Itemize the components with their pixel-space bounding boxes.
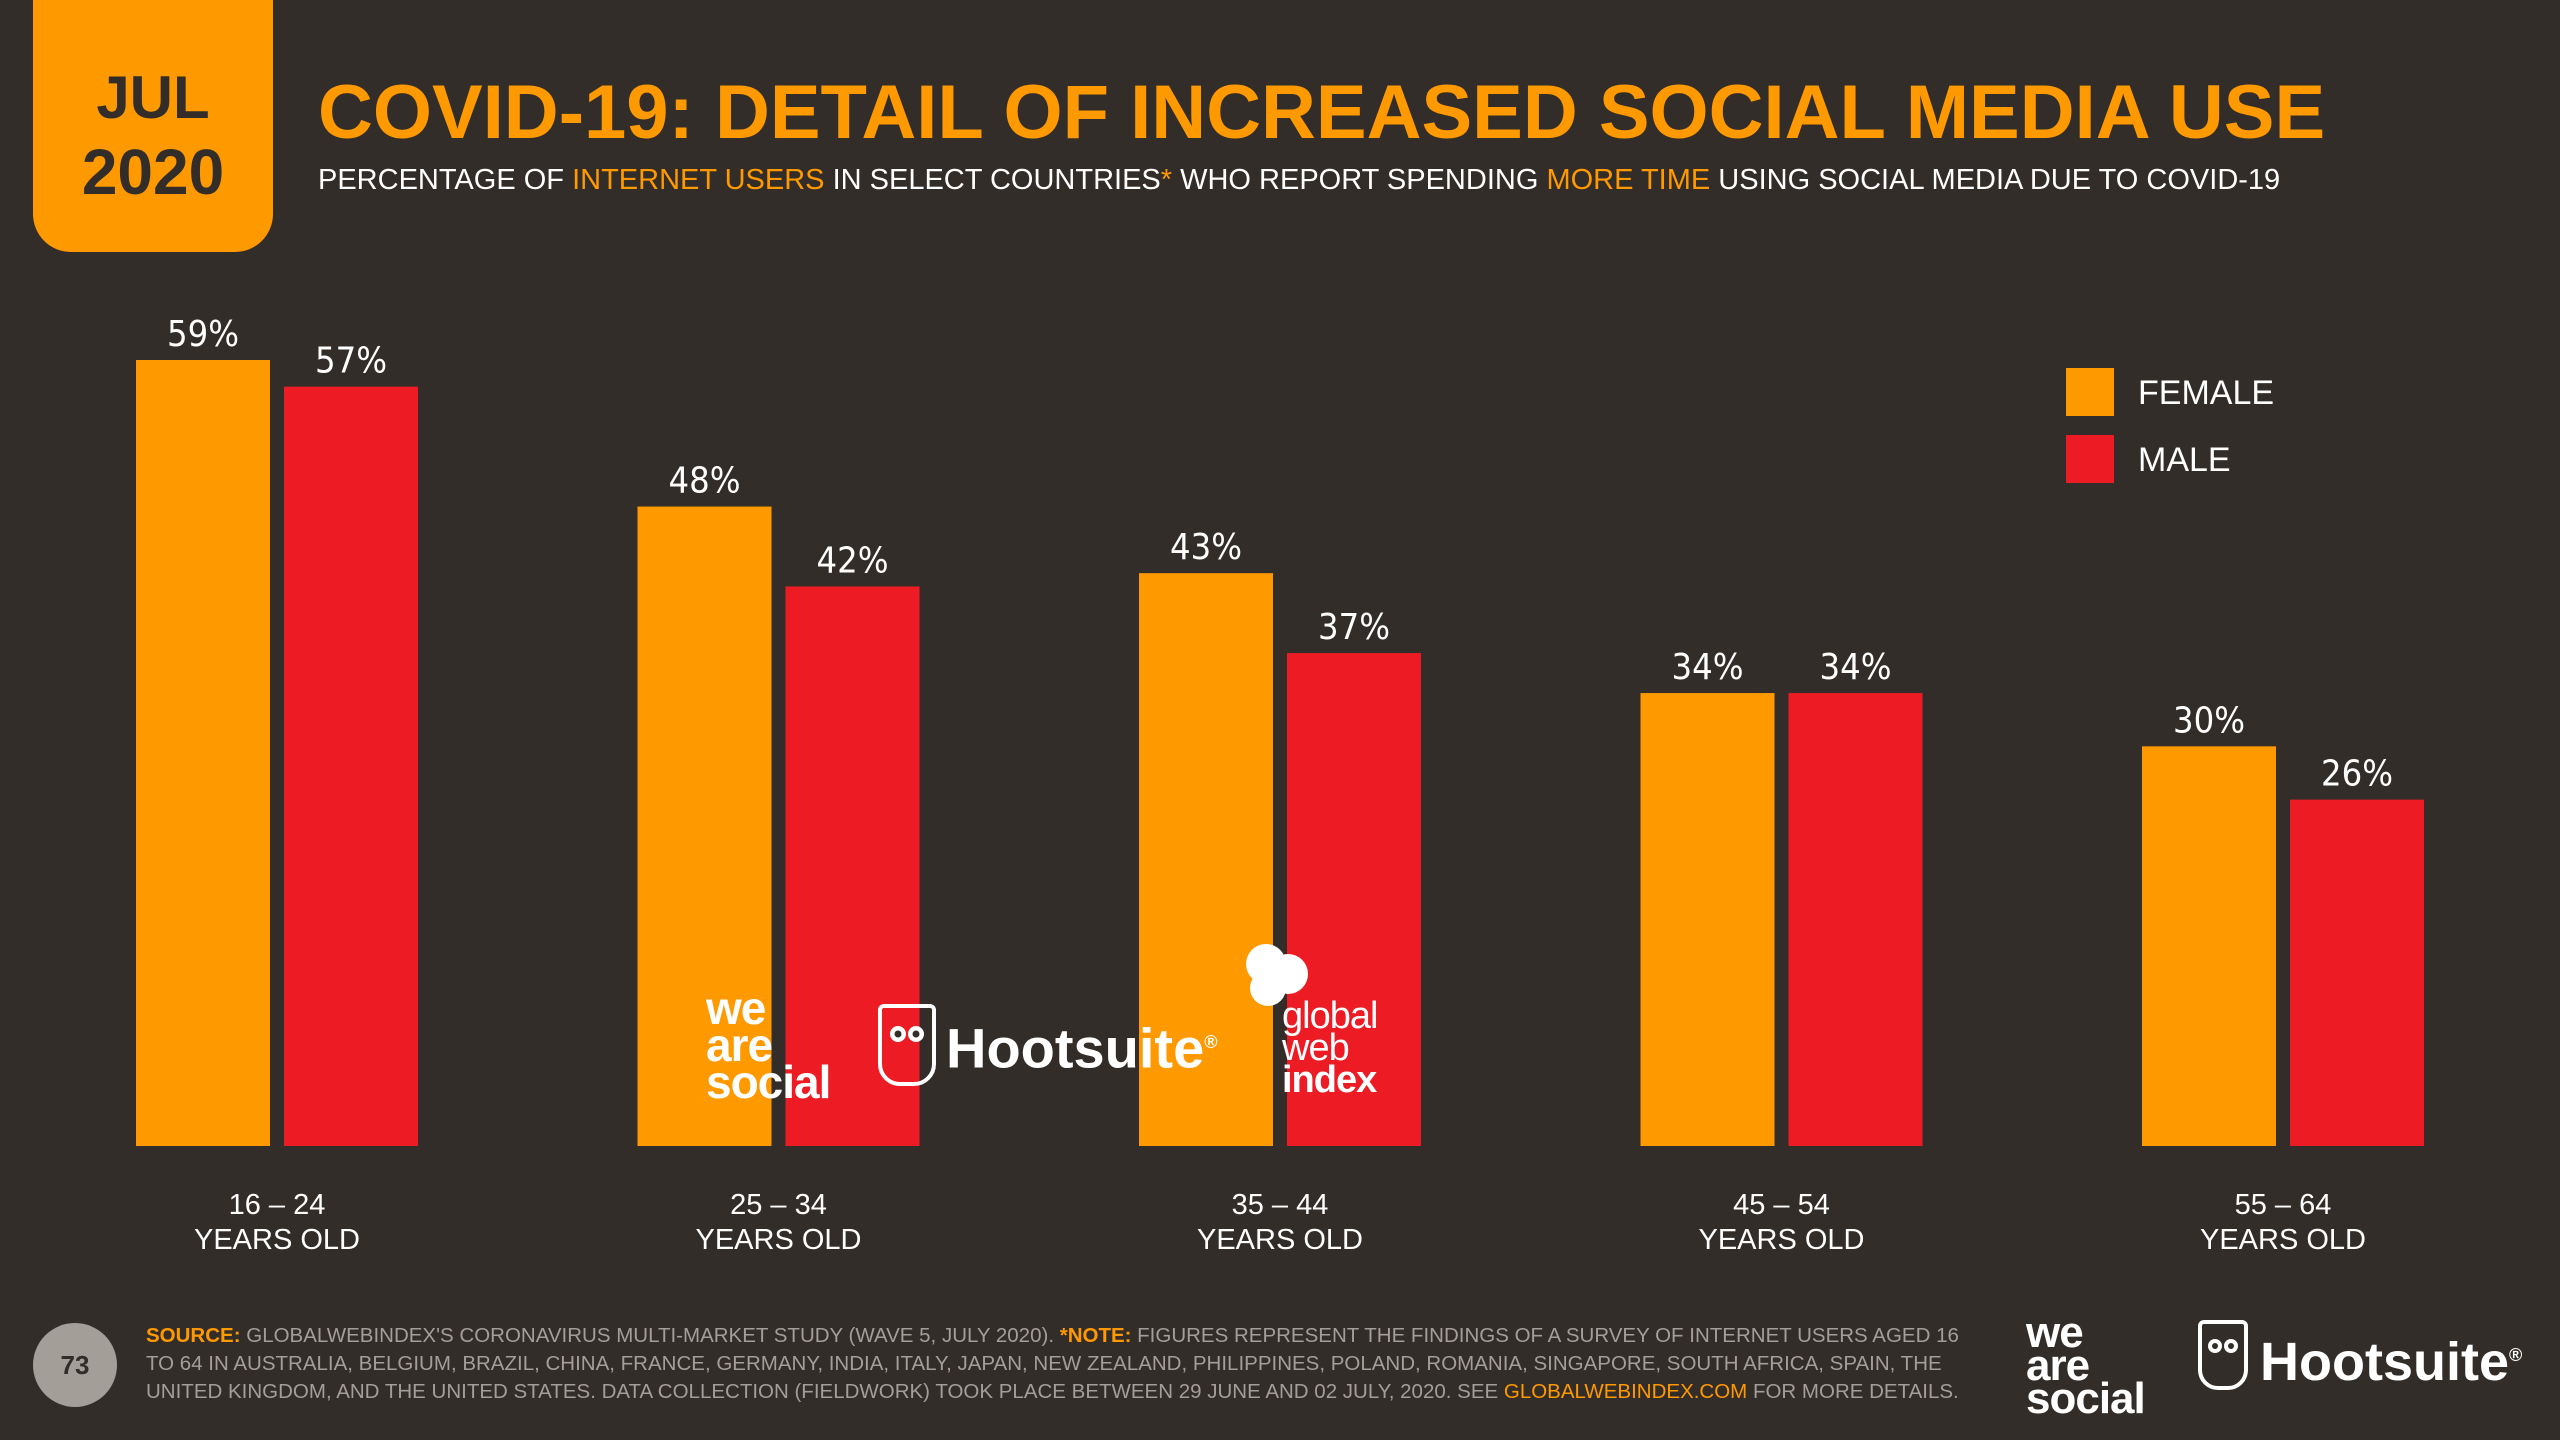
logo-word: social	[706, 1056, 831, 1108]
date-month: JUL	[96, 64, 210, 131]
we-are-social-watermark-logo: we are social	[706, 982, 831, 1108]
bar-female	[2142, 746, 2276, 1146]
bar-female	[1640, 693, 1775, 1146]
globalwebindex-watermark-logo: global web index	[1282, 995, 1378, 1101]
bar-male	[2290, 799, 2424, 1146]
x-tick-sublabel: YEARS OLD	[2200, 1224, 2366, 1256]
bar-male	[785, 586, 920, 1146]
page-subtitle: PERCENTAGE OF INTERNET USERS IN SELECT C…	[318, 162, 2280, 198]
data-label-male: 57%	[315, 341, 387, 382]
we-are-social-logo: we are social	[2026, 1308, 2146, 1423]
bar-female	[637, 506, 772, 1146]
subtitle-part: USING SOCIAL MEDIA DUE TO COVID-19	[1710, 164, 2281, 196]
hootsuite-owl-icon	[878, 1004, 936, 1086]
x-tick-sublabel: YEARS OLD	[1699, 1224, 1865, 1256]
x-tick-label: 25 – 34	[730, 1189, 827, 1221]
bar-female	[136, 360, 270, 1146]
registered-mark: ®	[2509, 1345, 2523, 1365]
data-label-male: 26%	[2321, 754, 2393, 795]
bar-male	[1788, 693, 1923, 1146]
data-label-female: 59%	[167, 314, 239, 355]
x-tick-label: 35 – 44	[1232, 1189, 1329, 1221]
subtitle-part: WHO REPORT SPENDING	[1172, 164, 1547, 196]
x-tick-sublabel: YEARS OLD	[1197, 1224, 1363, 1256]
x-tick-label: 16 – 24	[229, 1189, 326, 1221]
source-label: SOURCE:	[146, 1324, 241, 1347]
bar-female	[1139, 573, 1273, 1146]
data-label-female: 34%	[1672, 647, 1744, 688]
logo-word: we	[2026, 1308, 2084, 1357]
data-label-female: 43%	[1170, 527, 1242, 568]
gwi-link[interactable]: GLOBALWEBINDEX.COM	[1503, 1380, 1748, 1403]
hootsuite-owl-icon	[2198, 1320, 2248, 1390]
data-label-male: 37%	[1318, 607, 1390, 648]
date-year: 2020	[81, 136, 225, 208]
logo-word: are	[706, 1019, 773, 1071]
date-badge: JUL 2020	[33, 0, 273, 252]
subtitle-asterisk: *	[1160, 164, 1173, 196]
gwi-cloud-icon	[1246, 944, 1308, 1006]
data-label-female: 30%	[2173, 700, 2245, 741]
legend-swatch-female	[2066, 368, 2114, 416]
note-label: *NOTE:	[1059, 1324, 1132, 1347]
data-label-female: 48%	[669, 461, 741, 502]
data-label-male: 34%	[1820, 647, 1892, 688]
logo-word: social	[2026, 1374, 2146, 1423]
footer-source-note: SOURCE: GLOBALWEBINDEX'S CORONAVIRUS MUL…	[146, 1322, 1966, 1406]
hootsuite-logo: Hootsuite®	[2260, 1320, 2522, 1397]
page-number: 73	[33, 1323, 117, 1407]
hootsuite-wordmark: Hootsuite	[2260, 1332, 2509, 1392]
x-tick-sublabel: YEARS OLD	[696, 1224, 862, 1256]
logo-word: global	[1282, 995, 1378, 1037]
subtitle-highlight-internet-users: INTERNET USERS	[572, 164, 825, 196]
logo-word: web	[1282, 1027, 1350, 1069]
logo-word: index	[1282, 1059, 1377, 1101]
legend-label-male: MALE	[2138, 441, 2231, 479]
x-tick-sublabel: YEARS OLD	[194, 1224, 360, 1256]
subtitle-part: IN SELECT COUNTRIES	[824, 164, 1161, 196]
subtitle-part: PERCENTAGE OF	[318, 164, 573, 196]
subtitle-highlight-more-time: MORE TIME	[1546, 164, 1711, 196]
hootsuite-watermark-logo: Hootsuite®	[946, 1002, 1217, 1089]
logo-word: we	[706, 982, 766, 1034]
source-text: GLOBALWEBINDEX'S CORONAVIRUS MULTI-MARKE…	[240, 1324, 1060, 1347]
logo-word: are	[2026, 1341, 2090, 1390]
data-label-male: 42%	[817, 540, 889, 581]
note-text: FIGURES REPRESENT THE FINDINGS OF A SURV…	[146, 1324, 1959, 1403]
x-tick-label: 55 – 64	[2235, 1189, 2332, 1221]
x-tick-label: 45 – 54	[1733, 1189, 1830, 1221]
bar-male	[284, 386, 418, 1147]
hootsuite-wordmark: Hootsuite	[946, 1016, 1205, 1080]
registered-mark: ®	[1204, 1032, 1218, 1052]
page-title: COVID-19: DETAIL OF INCREASED SOCIAL MED…	[318, 70, 2326, 155]
tail-text: FOR MORE DETAILS.	[1747, 1380, 1959, 1403]
bar-male	[1287, 653, 1421, 1146]
legend-swatch-male	[2066, 435, 2114, 483]
legend-label-female: FEMALE	[2138, 374, 2275, 412]
